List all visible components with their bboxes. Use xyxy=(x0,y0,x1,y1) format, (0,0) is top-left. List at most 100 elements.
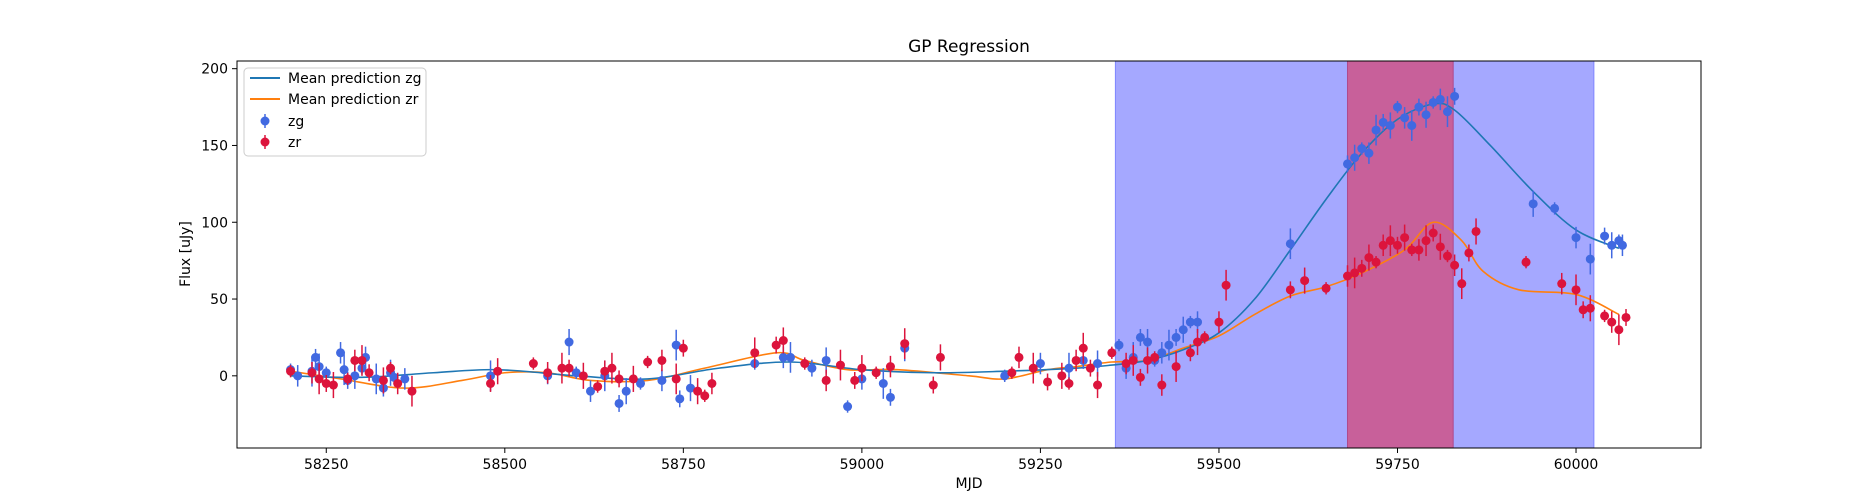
point-zg xyxy=(1414,102,1424,112)
point-zr xyxy=(407,386,417,396)
point-zr xyxy=(1093,380,1103,390)
point-zr xyxy=(800,359,810,369)
point-zg xyxy=(1364,148,1374,158)
point-zr xyxy=(378,375,388,385)
point-zg xyxy=(778,352,788,362)
point-zg xyxy=(1064,363,1074,373)
point-zr xyxy=(1600,311,1610,321)
point-zr xyxy=(1385,236,1395,246)
point-zg xyxy=(878,379,888,388)
point-zg xyxy=(371,374,381,384)
point-zg xyxy=(621,386,631,396)
point-zg xyxy=(1371,125,1381,135)
legend-label-zg: zg xyxy=(288,114,304,130)
point-zg xyxy=(1428,97,1438,107)
point-zg xyxy=(1450,91,1460,101)
point-zr xyxy=(1221,280,1231,290)
legend-label-mean-zr: Mean prediction zr xyxy=(288,92,419,108)
point-zr xyxy=(707,379,717,388)
point-zr xyxy=(1378,240,1388,250)
point-zr xyxy=(657,355,667,365)
point-zr xyxy=(871,368,881,378)
point-zr xyxy=(835,360,845,370)
point-zg xyxy=(1350,153,1360,163)
point-zr xyxy=(364,368,374,378)
point-zr xyxy=(1150,352,1160,362)
point-zg xyxy=(1178,325,1188,335)
point-zr xyxy=(1357,263,1367,273)
point-zg xyxy=(571,368,581,378)
x-tick-label: 58250 xyxy=(304,457,349,473)
point-zg xyxy=(1114,340,1124,350)
point-zg xyxy=(1385,121,1395,130)
point-zg xyxy=(785,352,795,362)
point-zr xyxy=(1342,271,1352,281)
point-zr xyxy=(564,363,574,373)
point-zr xyxy=(900,339,910,349)
point-zg xyxy=(1442,107,1452,117)
point-zg xyxy=(586,386,596,396)
point-zr xyxy=(528,359,538,369)
point-zg xyxy=(675,394,685,404)
point-zg xyxy=(1585,254,1595,264)
point-zg xyxy=(671,340,681,350)
point-zg xyxy=(1435,94,1445,104)
x-tick-label: 59500 xyxy=(1197,457,1242,473)
point-zr xyxy=(493,366,503,376)
point-zg xyxy=(685,383,695,393)
point-zr xyxy=(393,379,403,388)
point-zg xyxy=(336,348,346,358)
point-zg xyxy=(1407,121,1417,130)
point-zr xyxy=(671,374,681,384)
point-zr xyxy=(1057,371,1067,381)
point-zg xyxy=(885,392,895,402)
point-zg xyxy=(657,375,667,385)
point-zg xyxy=(1000,371,1010,381)
legend-swatch-zg xyxy=(260,116,270,126)
point-zr xyxy=(1143,355,1153,365)
point-zr xyxy=(343,374,353,384)
x-axis-label: MJD xyxy=(956,476,983,492)
point-zr xyxy=(1200,332,1210,342)
point-zr xyxy=(350,355,360,365)
point-zr xyxy=(1028,363,1038,373)
point-zr xyxy=(850,375,860,385)
point-zr xyxy=(1350,268,1360,278)
point-zr xyxy=(607,363,617,373)
point-zr xyxy=(314,374,324,384)
data-points xyxy=(286,87,1631,413)
axes-frame xyxy=(236,60,1702,449)
point-zr xyxy=(321,379,331,388)
point-zg xyxy=(1285,239,1295,249)
point-zr xyxy=(1128,355,1138,365)
point-zr xyxy=(578,371,588,381)
point-zr xyxy=(600,366,610,376)
x-tick-label: 59750 xyxy=(1375,457,1420,473)
point-zg xyxy=(1164,340,1174,350)
point-zg xyxy=(1600,231,1610,241)
point-zg xyxy=(1143,337,1153,347)
point-zg xyxy=(1185,317,1195,327)
point-zg xyxy=(350,371,360,381)
point-zr xyxy=(1300,276,1310,286)
point-zg xyxy=(1421,110,1431,120)
shaded-regions xyxy=(1114,60,1595,449)
shaded-region-red xyxy=(1346,60,1454,449)
point-zr xyxy=(1193,337,1203,347)
point-zr xyxy=(643,357,653,367)
point-zg xyxy=(1528,199,1538,209)
point-zr xyxy=(1421,236,1431,246)
point-zg xyxy=(1378,117,1388,127)
point-zr xyxy=(678,343,688,353)
point-zr xyxy=(1464,248,1474,258)
point-zr xyxy=(593,382,603,392)
point-zr xyxy=(821,375,831,385)
point-zr xyxy=(614,374,624,384)
point-zg xyxy=(1357,144,1367,154)
point-zg xyxy=(1607,240,1617,250)
point-zg xyxy=(321,368,331,378)
legend-label-zr: zr xyxy=(288,135,301,151)
point-zg xyxy=(564,337,574,347)
point-zr xyxy=(286,366,296,376)
